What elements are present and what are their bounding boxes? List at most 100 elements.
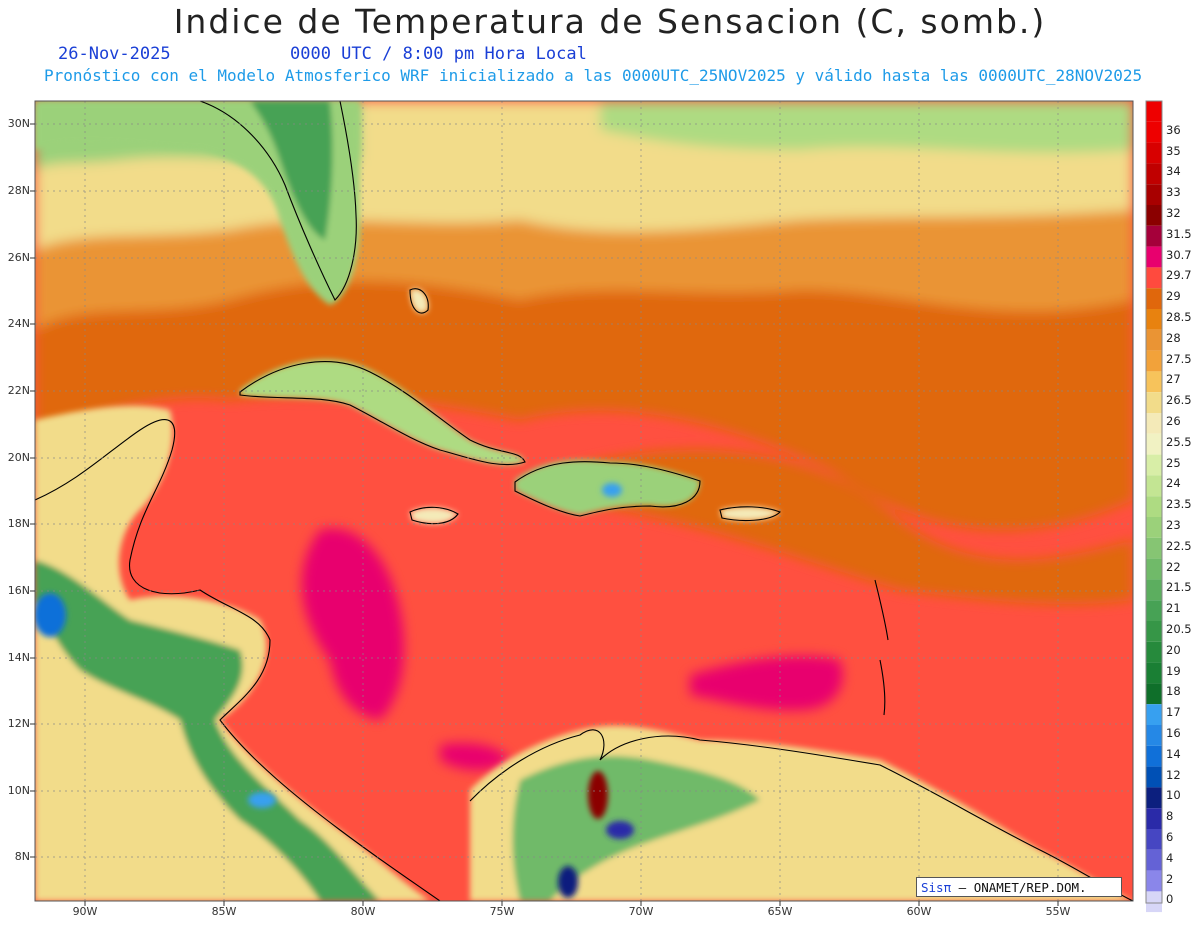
- colorbar-swatch: [1146, 205, 1162, 226]
- land-bahamas: [410, 288, 429, 314]
- colorbar-swatch: [1146, 225, 1162, 247]
- hot-maracaibo: [588, 771, 608, 819]
- colorbar-label: 27.5: [1166, 351, 1192, 366]
- colorbar-label: 33: [1166, 185, 1181, 200]
- colorbar-label: 31.5: [1166, 226, 1192, 241]
- lat-label-20n: 20N: [7, 451, 30, 464]
- colorbar-swatch-bottom: [1146, 912, 1162, 917]
- colorbar-swatch: [1146, 101, 1162, 122]
- colorbar-label: 21: [1166, 601, 1181, 616]
- lat-label-16n: 16N: [7, 584, 30, 597]
- colorbar-label: 22.5: [1166, 538, 1192, 553]
- coast-puerto-rico: [719, 506, 781, 522]
- colorbar-label: 8: [1166, 809, 1174, 824]
- colorbar-label: 0: [1166, 892, 1174, 907]
- colorbar-swatch: [1146, 683, 1162, 705]
- colorbar-swatch: [1146, 329, 1162, 351]
- colorbar-swatch: [1146, 454, 1162, 476]
- colorbar-label: 23.5: [1166, 497, 1192, 512]
- lon-label-55w: 55W: [1045, 905, 1071, 918]
- colorbar-label: 20: [1166, 642, 1181, 657]
- forecast-time: 0000 UTC / 8:00 pm Hora Local: [290, 44, 587, 64]
- colorbar-label: 26.5: [1166, 393, 1192, 408]
- colorbar-swatch: [1146, 621, 1162, 642]
- colorbar-label: 14: [1166, 746, 1181, 761]
- land-south-america-green: [512, 756, 760, 901]
- colorbar-label: 34: [1166, 164, 1181, 179]
- colorbar-label: 12: [1166, 767, 1181, 782]
- colorbar-label: 6: [1166, 830, 1174, 844]
- lon-label-90w: 90W: [72, 905, 98, 918]
- colorbar-swatch: [1146, 725, 1162, 746]
- colorbar-label: 32: [1166, 206, 1181, 220]
- land-cuba: [240, 359, 525, 465]
- colorbar-swatch: [1146, 829, 1162, 850]
- colorbar-label: 25.5: [1166, 434, 1192, 449]
- land-central-america-green: [35, 560, 380, 901]
- band-orange-east: [560, 449, 1133, 605]
- colorbar-swatch: [1146, 537, 1162, 559]
- colorbar-label: 25: [1166, 455, 1181, 470]
- map-frame: [34, 100, 1134, 902]
- coast-south-america: [469, 729, 1133, 901]
- map-title: Indice de Temperatura de Sensacion (C, s…: [173, 2, 1047, 41]
- colorbar-swatch: [1146, 641, 1162, 663]
- colorbar-label: 18: [1166, 684, 1181, 699]
- credit-text: – ONAMET/REP.DOM.: [958, 880, 1087, 895]
- colorbar-label: 4: [1166, 850, 1174, 865]
- lon-label-60w: 60W: [906, 905, 932, 918]
- coast-hispaniola: [514, 461, 701, 517]
- colorbar-label: 2: [1166, 871, 1174, 886]
- colorbar-label: 16: [1166, 726, 1181, 740]
- colorbar-swatch: [1146, 558, 1162, 580]
- colorbar-label: 26: [1166, 414, 1181, 428]
- colorbar-swatch: [1146, 662, 1162, 684]
- coast-lesser-antilles: [874, 579, 889, 716]
- colorbar-label: 20.5: [1166, 622, 1192, 636]
- colorbar-swatch: [1146, 745, 1162, 767]
- lat-label-22n: 22N: [7, 384, 30, 397]
- cold-pocket-costa-rica: [248, 792, 276, 808]
- hotspot-east: [690, 655, 843, 711]
- colorbar-swatch: [1146, 267, 1162, 289]
- lon-label-65w: 65W: [767, 905, 793, 918]
- credit-brand: Sisπ: [921, 880, 952, 895]
- colorbar-swatch: [1146, 371, 1162, 393]
- colorbar-swatch: [1146, 246, 1162, 268]
- colorbar-frame: [1145, 100, 1163, 904]
- colorbar-swatch: [1146, 433, 1162, 455]
- colorbar-swatch: [1146, 309, 1162, 330]
- colorbar-swatch: [1146, 808, 1162, 829]
- colorbar-swatch: [1146, 766, 1162, 788]
- colorbar-swatch: [1146, 579, 1162, 601]
- lon-label-80w: 80W: [350, 905, 376, 918]
- credit-box: Sisπ – ONAMET/REP.DOM.: [916, 877, 1122, 897]
- cold-pocket-hispaniola: [602, 483, 622, 497]
- colorbar-swatch: [1146, 891, 1162, 913]
- lat-label-14n: 14N: [7, 651, 30, 664]
- colorbar-label: 23: [1166, 518, 1181, 532]
- coast-cuba: [239, 361, 526, 466]
- colorbar-label: 17: [1166, 705, 1181, 720]
- colorbar-swatch: [1146, 517, 1162, 538]
- coast-yucatan: [35, 419, 441, 901]
- forecast-date: 26-Nov-2025: [58, 44, 171, 64]
- colorbar-label: 10: [1166, 788, 1181, 803]
- land-jamaica: [410, 507, 458, 524]
- cold-pocket-colombia: [606, 821, 634, 839]
- coast-florida: [199, 101, 357, 301]
- cold-pocket-andes: [558, 866, 578, 898]
- coast-jamaica: [409, 506, 459, 525]
- colorbar-label: 29.7: [1166, 268, 1192, 283]
- lat-label-24n: 24N: [7, 317, 30, 330]
- colorbar-label: 28: [1166, 330, 1181, 345]
- lat-label-26n: 26N: [7, 251, 30, 264]
- lon-label-85w: 85W: [211, 905, 237, 918]
- lat-label-10n: 10N: [7, 784, 30, 797]
- land-puerto-rico: [720, 506, 780, 521]
- colorbar-swatch: [1146, 496, 1162, 517]
- colorbar-label: 35: [1166, 143, 1181, 158]
- cold-pocket-guatemala: [35, 593, 66, 637]
- colorbar-label: 36: [1166, 122, 1181, 137]
